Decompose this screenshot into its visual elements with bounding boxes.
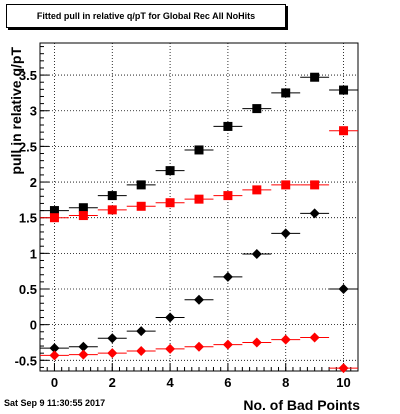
data-point-square (107, 191, 117, 201)
data-point-square (252, 104, 262, 114)
data-point-diamond (194, 294, 204, 305)
data-point-square (194, 145, 204, 155)
data-point-diamond (136, 326, 147, 337)
x-tick-label: 6 (224, 375, 231, 390)
data-point-diamond (338, 363, 349, 374)
x-tick-label: 10 (336, 375, 350, 390)
data-point-diamond (136, 346, 147, 357)
data-point-square (136, 201, 146, 211)
data-point-square (78, 203, 88, 213)
data-point-square (107, 205, 117, 215)
data-point-diamond (107, 333, 118, 344)
data-point-diamond (222, 339, 233, 350)
x-tick-label: 2 (109, 375, 116, 390)
data-point-square (136, 180, 146, 190)
data-point-square (49, 206, 59, 216)
data-point-diamond (49, 343, 60, 354)
y-tick-label: 2 (30, 175, 37, 190)
timestamp: Sat Sep 9 11:30:55 2017 (4, 398, 106, 408)
data-point-diamond (251, 337, 262, 348)
y-tick-label: 0 (30, 318, 37, 333)
data-point-square (281, 88, 291, 98)
data-point-square (310, 180, 320, 190)
data-point-diamond (165, 312, 176, 323)
data-point-diamond (338, 284, 349, 294)
y-tick-label: 0.5 (19, 282, 37, 297)
data-point-diamond (194, 341, 204, 352)
data-point-diamond (78, 341, 89, 352)
y-axis-label: pull in relative q/pT (8, 47, 24, 175)
data-point-diamond (78, 349, 89, 360)
x-tick-label: 0 (51, 375, 58, 390)
data-point-square (165, 198, 175, 208)
y-tick-label: 3.5 (19, 68, 37, 83)
data-point-diamond (280, 228, 291, 239)
y-tick-label: 1 (30, 246, 37, 261)
y-tick-label: 3 (30, 104, 37, 119)
data-point-square (165, 166, 175, 176)
x-tick-label: 4 (166, 375, 174, 390)
data-point-diamond (165, 343, 176, 354)
chart-title: Fitted pull in relative q/pT for Global … (6, 4, 286, 28)
data-point-diamond (309, 332, 320, 343)
data-point-square (223, 191, 233, 201)
data-point-square (310, 72, 320, 82)
data-point-diamond (309, 208, 320, 219)
data-point-square (194, 194, 204, 204)
data-point-diamond (222, 271, 233, 282)
x-tick-label: 8 (282, 375, 289, 390)
y-tick-label: -0.5 (15, 353, 37, 368)
y-tick-label: 1.5 (19, 211, 37, 226)
axis-ticks: 0 2 4 6 8 10 -0.5 0 0.5 1 1.5 2 2.5 3 3.5 (15, 46, 359, 390)
data-point-square (339, 85, 349, 95)
data-point-square (78, 211, 88, 221)
data-point-square (252, 185, 262, 195)
data-point-square (339, 126, 349, 136)
y-tick-label: 2.5 (19, 139, 37, 154)
data-point-diamond (107, 348, 118, 359)
data-point-diamond (280, 334, 291, 345)
data-markers (40, 72, 358, 374)
data-point-diamond (49, 350, 60, 361)
data-point-square (281, 180, 291, 190)
x-axis-label: No. of Bad Points (243, 397, 360, 413)
data-point-square (223, 121, 233, 131)
data-point-square (49, 213, 59, 223)
data-point-diamond (251, 249, 262, 260)
